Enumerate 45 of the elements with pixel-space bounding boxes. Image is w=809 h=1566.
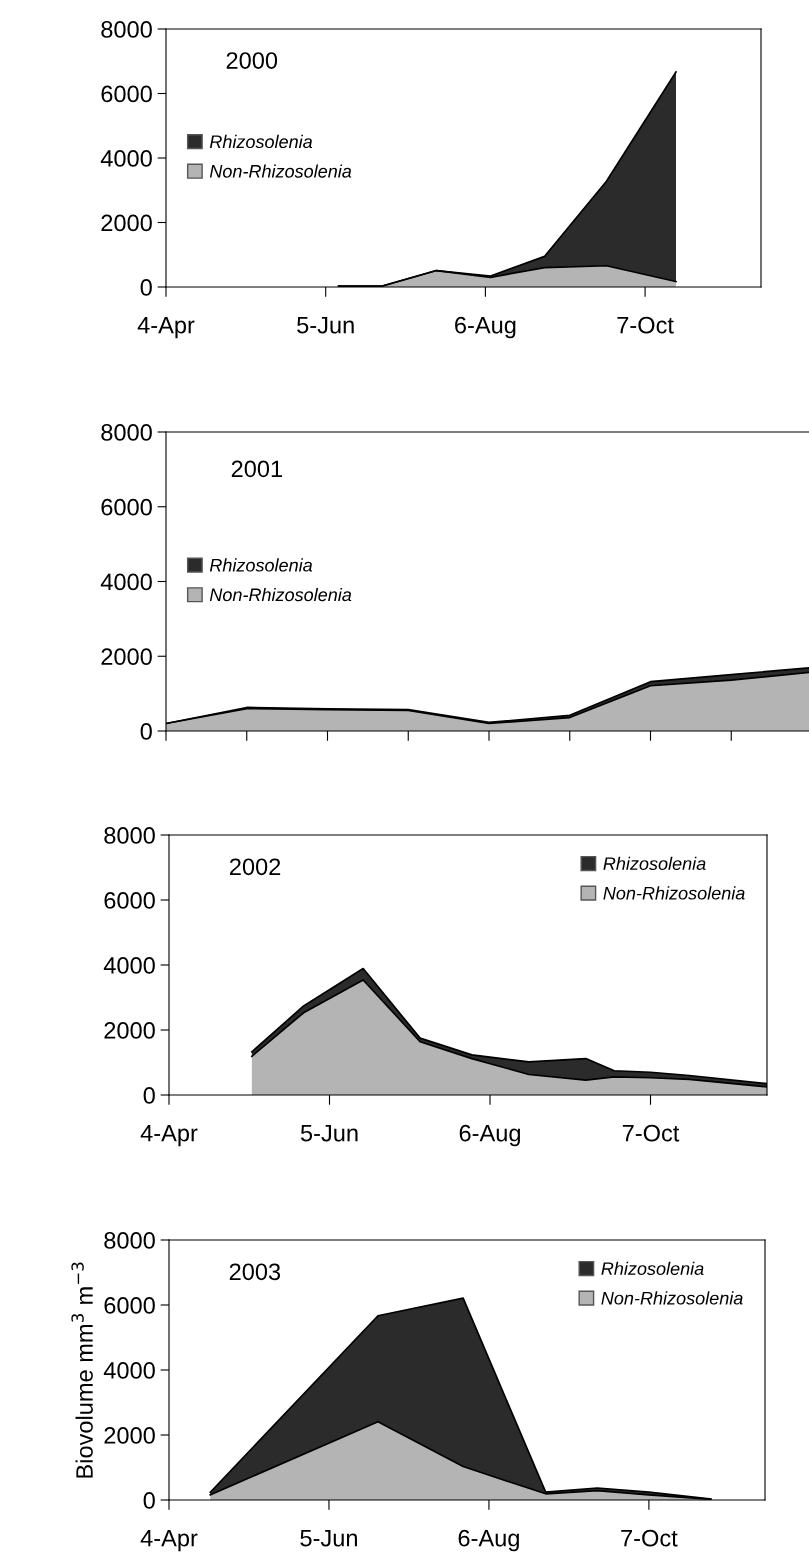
x-tick-label: 6-Aug [455,316,516,339]
legend-label: Rhizosolenia [601,1261,704,1276]
y-tick-label: 6000 [104,1297,155,1314]
legend-label: Non-Rhizosolenia [209,587,352,602]
y-tick-label: 6000 [101,85,152,103]
x-tick-label: 4-Apr [137,317,195,339]
y-tick-label: 2000 [104,1427,155,1444]
text: 2002 [229,858,281,876]
y-tick-label: 6000 [104,892,155,909]
y-tick-label: 2000 [104,1022,155,1039]
x-tick-label: 7-Oct [621,1529,678,1547]
x-tick-label: 7-Oct [617,316,674,334]
y-tick-label: 2000 [101,648,152,666]
x-tick-label: 6-Aug [458,1529,519,1552]
x-tick-label: 4-Apr [140,1530,198,1552]
y-tick-label: 0 [143,1087,155,1104]
x-tick-label: 6-Aug [459,1124,520,1147]
x-tick-label: 5-Jun [297,317,354,334]
y-tick-label: 4000 [100,573,152,591]
y-tick-label: 0 [140,723,152,740]
y-tick-label: 6000 [101,498,152,516]
y-tick-label: 8000 [101,424,152,441]
legend-label: Non-Rhizosolenia [209,164,352,178]
y-tick-label: 4000 [100,150,152,167]
legend-label: Rhizosolenia [209,558,313,572]
text: 2001 [231,460,282,478]
legend-label: Non-Rhizosolenia [601,1291,743,1305]
y-axis-title: Biovolume mm$^{3}$ m$^{−3}$ [71,1262,93,1478]
x-tick-label: 4-Apr [140,1125,198,1147]
text: 2000 [226,52,278,69]
y-tick-label: 0 [140,279,152,296]
legend-label: Rhizosolenia [209,134,313,149]
x-tick-label: 5-Jun [300,1530,357,1547]
legend-label: Non-Rhizosolenia [603,886,745,900]
y-tick-label: 8000 [104,1232,155,1249]
x-tick-label: 5-Jun [300,1125,358,1142]
y-tick-label: 4000 [103,957,155,974]
y-tick-label: 4000 [103,1362,155,1379]
y-tick-label: 0 [143,1492,155,1509]
y-tick-label: 8000 [101,21,152,38]
x-tick-label: 7-Oct [622,1124,680,1142]
y-tick-label: 8000 [104,827,155,844]
text: 2003 [229,1263,281,1281]
y-tick-label: 2000 [101,214,152,232]
legend-label: Rhizosolenia [603,856,706,871]
